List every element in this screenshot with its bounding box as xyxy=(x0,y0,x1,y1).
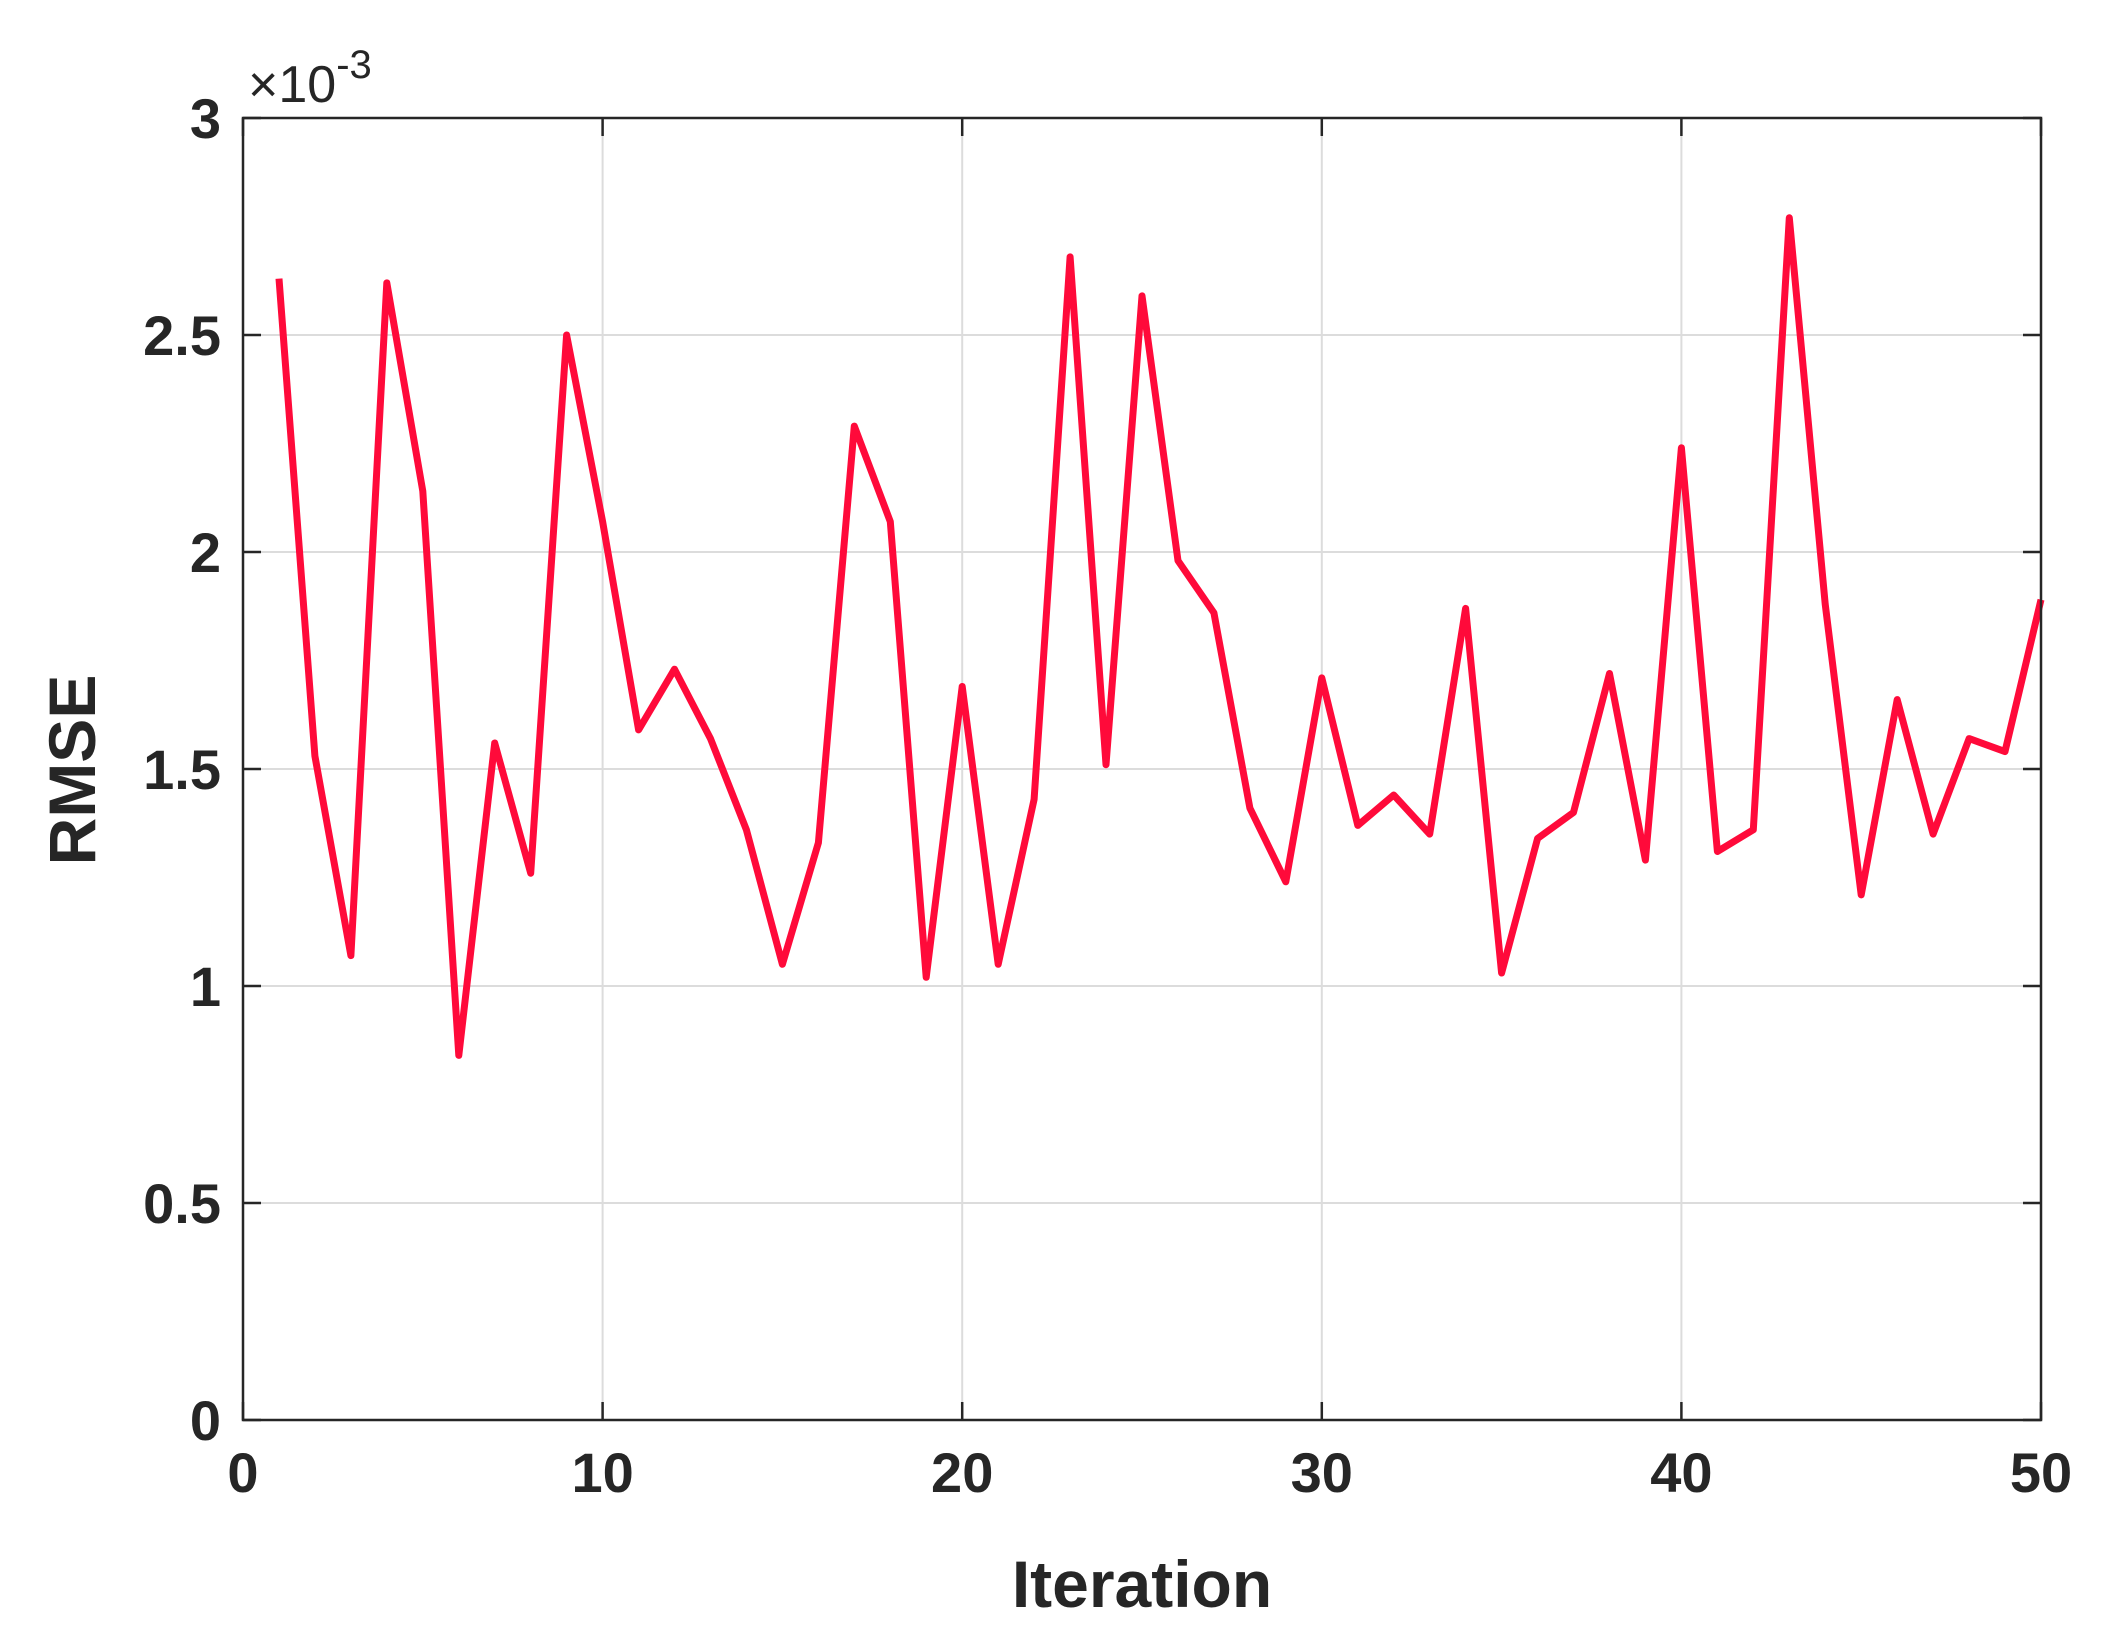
y-exponent-label: ×10-3 xyxy=(248,43,372,114)
y-axis-title: RMSE xyxy=(35,675,109,866)
rmse-series-line xyxy=(275,214,2045,1059)
y-tick-label: 3 xyxy=(190,87,221,150)
y-tick-label: 0.5 xyxy=(143,1172,221,1235)
x-tick-label: 40 xyxy=(1650,1441,1712,1504)
y-tick-label: 1.5 xyxy=(143,738,221,801)
x-tick-label: 50 xyxy=(2010,1441,2072,1504)
grid-lines xyxy=(243,118,2041,1420)
y-tick-label: 2 xyxy=(190,521,221,584)
x-axis-title: Iteration xyxy=(1012,1547,1272,1621)
y-tick-labels: 0 0.5 1 1.5 2 2.5 3 xyxy=(143,87,221,1452)
x-tick-label: 10 xyxy=(571,1441,633,1504)
x-tick-label: 20 xyxy=(931,1441,993,1504)
y-tick-label: 1 xyxy=(190,955,221,1018)
plot-frame xyxy=(241,116,2043,1422)
y-tick-label: 2.5 xyxy=(143,304,221,367)
x-tick-label: 0 xyxy=(227,1441,258,1504)
x-tick-labels: 0 10 20 30 40 50 xyxy=(227,1441,2072,1504)
y-tick-label: 0 xyxy=(190,1389,221,1452)
x-tick-label: 30 xyxy=(1291,1441,1353,1504)
